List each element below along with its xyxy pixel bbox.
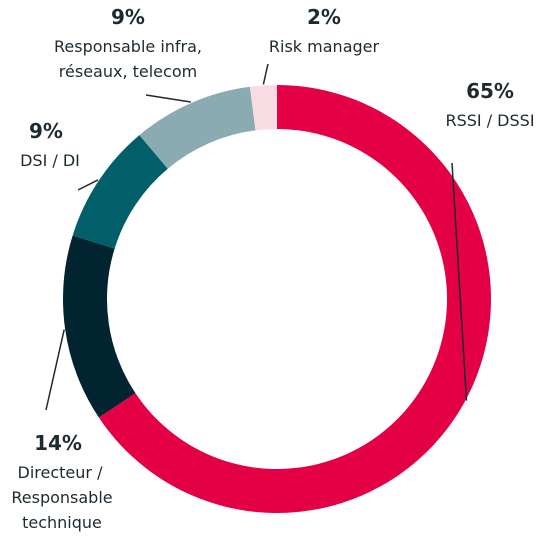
slice-label-responsable-infra: 9% Responsable infra, réseaux, telecom: [54, 5, 202, 81]
name-label-responsable-infra-line-1: Responsable infra,: [54, 37, 202, 56]
donut-slices: [63, 85, 491, 514]
name-label-directeur-line-3: technique: [22, 513, 102, 532]
slice-directeur-responsable-technique: [63, 235, 136, 418]
slice-label-risk-manager: 2% Risk manager: [269, 5, 380, 56]
leader-line-risk-manager: [262, 63, 269, 85]
leader-line-directeur-responsable-technique: [45, 329, 65, 411]
name-label-risk-manager: Risk manager: [269, 37, 380, 56]
value-label-directeur: 14%: [34, 431, 82, 455]
slice-label-dsi-di: 9% DSI / DI: [20, 119, 80, 170]
name-label-directeur-line-2: Responsable: [11, 488, 112, 507]
value-label-responsable-infra: 9%: [111, 5, 145, 29]
leader-lines: [45, 63, 468, 411]
value-label-rssi-dssi: 65%: [466, 79, 514, 103]
name-label-responsable-infra-line-2: réseaux, telecom: [59, 62, 197, 81]
value-label-dsi-di: 9%: [29, 119, 63, 143]
name-label-directeur-line-1: Directeur /: [18, 463, 104, 482]
leader-line-dsi-di: [77, 179, 99, 191]
slice-responsable-infra-r-seaux-telecom: [139, 86, 256, 169]
name-label-rssi-dssi: RSSI / DSSI: [445, 111, 534, 130]
name-label-dsi-di: DSI / DI: [20, 151, 80, 170]
slice-label-directeur: 14% Directeur / Responsable technique: [11, 431, 112, 532]
slice-dsi-di: [72, 135, 168, 249]
slice-risk-manager: [249, 85, 277, 131]
leader-line-responsable-infra-r-seaux-telecom: [145, 94, 191, 103]
slice-label-rssi-dssi: 65% RSSI / DSSI: [445, 79, 534, 130]
value-label-risk-manager: 2%: [307, 5, 341, 29]
leader-line-rssi-dssi: [451, 162, 468, 401]
